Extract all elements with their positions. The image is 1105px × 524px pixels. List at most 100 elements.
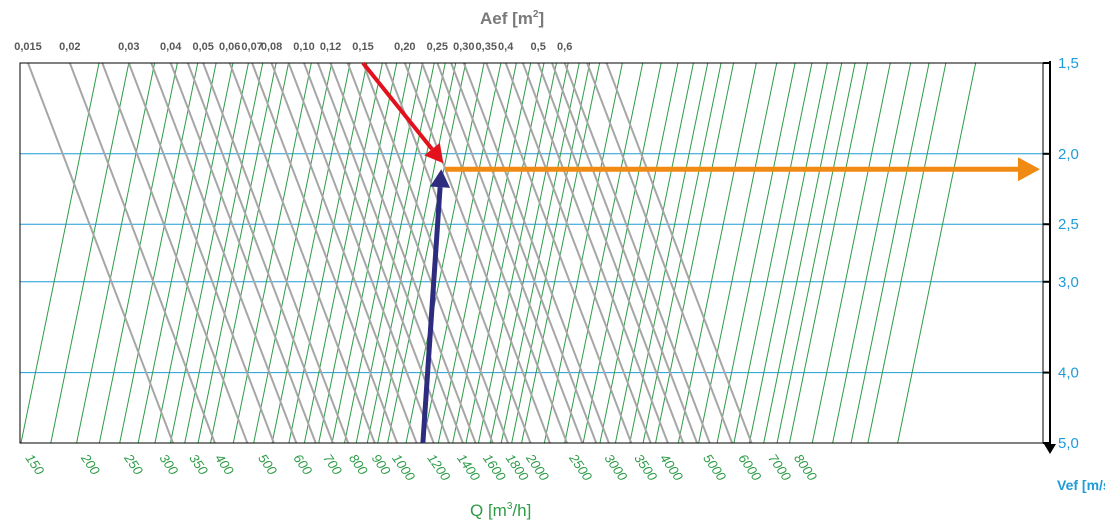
top-axis-tick-label: 0,30 [453, 41, 474, 53]
top-axis-tick-label: 0,12 [320, 41, 341, 53]
area-line [202, 63, 350, 443]
area-line [563, 63, 711, 443]
area-line [605, 63, 753, 443]
flow-line [850, 63, 930, 443]
flow-line [452, 63, 532, 443]
right-axis-tick-label: 1,5 [1058, 55, 1079, 72]
bottom-axis-title: Q [m3/h] [470, 501, 531, 520]
flow-line [137, 63, 217, 443]
flow-line [716, 63, 796, 443]
flow-line [154, 63, 234, 443]
area-line [450, 63, 598, 443]
top-axis-title-sup: 2 [533, 9, 539, 20]
area-arrowhead [424, 142, 444, 164]
flow-line [210, 63, 290, 443]
flow-line [500, 63, 580, 443]
flow-line [197, 63, 277, 443]
area-line [421, 63, 568, 443]
area-line [485, 63, 633, 443]
area-line [537, 63, 685, 443]
area-line [127, 63, 275, 443]
flow-line [232, 63, 312, 443]
top-axis-tick-label: 0,04 [160, 41, 182, 53]
bottom-axis-tick-label: 3000 [602, 451, 631, 484]
top-axis-tick-label: 0,25 [427, 41, 448, 53]
area-line [169, 63, 317, 443]
flow-line [98, 63, 178, 443]
flow-line [733, 63, 813, 443]
flow-line [76, 63, 156, 443]
flow-line [489, 63, 569, 443]
bottom-axis-tick-label: 1200 [424, 451, 453, 484]
bottom-axis-tick-label: 7000 [765, 451, 794, 484]
bottom-axis-tick-label: 300 [157, 451, 182, 478]
bottom-axis-tick-label: 6000 [735, 451, 764, 484]
bottom-axis-title-sup: 3 [507, 501, 513, 512]
area-arrow [361, 61, 434, 151]
flow-line [355, 63, 435, 443]
right-axis-tick-label: 2,0 [1058, 146, 1079, 163]
area-line [228, 63, 376, 443]
top-axis-title-end: ] [538, 9, 544, 28]
bottom-axis-title-end: /h] [512, 501, 531, 520]
top-axis-tick-label: 0,35 [476, 41, 497, 53]
top-axis-tick-label: 0,05 [192, 41, 213, 53]
right-axis-tick-label: 2,5 [1058, 216, 1079, 233]
flow-line [655, 63, 735, 443]
area-line [329, 63, 477, 443]
bottom-axis-tick-label: 500 [255, 451, 280, 478]
flow-line [677, 63, 757, 443]
right-axis-ticks: 1,5 2,0 2,5 3,0 4,0 5,0 [1043, 55, 1079, 452]
top-axis-tick-label: 0,02 [59, 41, 80, 53]
flow-line [564, 63, 644, 443]
top-axis-tick-label: 0,6 [557, 41, 572, 53]
flow-arrowhead [430, 169, 451, 188]
flow-line [253, 63, 333, 443]
top-axis-title: Aef [m2] [480, 9, 544, 28]
flow-line [811, 63, 891, 443]
bottom-axis-tick-label: 400 [212, 451, 237, 478]
flow-line [366, 63, 446, 443]
bottom-axis-tick-label: 150 [23, 451, 48, 478]
area-line [436, 63, 584, 443]
example-path [361, 61, 1040, 444]
top-axis-tick-label: 0,4 [498, 41, 514, 53]
area-lines [27, 63, 753, 443]
flow-line [271, 63, 351, 443]
flow-line [614, 63, 694, 443]
bottom-axis-tick-label: 250 [121, 450, 147, 478]
flow-line [599, 63, 679, 443]
plot-area [19, 62, 1044, 444]
flow-line [629, 63, 709, 443]
top-axis-tick-label: 0,08 [261, 41, 282, 53]
flow-arrow [420, 186, 443, 444]
area-line [586, 63, 734, 443]
bottom-axis-tick-label: 1600 [480, 451, 509, 484]
flow-line [832, 63, 912, 443]
flow-line [465, 63, 545, 443]
area-line [504, 63, 652, 443]
area-line [316, 63, 464, 443]
bottom-axis-tick-label: 350 [186, 451, 211, 478]
area-line [186, 63, 334, 443]
area-line [68, 63, 216, 443]
flow-line [119, 63, 199, 443]
bottom-axis-tick-label: 1400 [454, 451, 483, 484]
right-axis-tick-label: 4,0 [1058, 365, 1079, 382]
area-line [270, 63, 418, 443]
flow-line [776, 63, 856, 443]
flow-line [405, 63, 485, 443]
area-line [403, 63, 551, 443]
flow-line [521, 63, 601, 443]
flow-line [20, 63, 100, 443]
area-line [346, 63, 494, 443]
area-line [27, 63, 174, 443]
area-line [101, 63, 249, 443]
right-axis: 1,5 2,0 2,5 3,0 4,0 5,0 Vef [m/s] [1043, 55, 1105, 493]
top-axis-tick-label: 0,10 [293, 41, 314, 53]
bottom-axis-title-main: Q [m [470, 501, 507, 520]
area-line [251, 63, 399, 443]
flow-line [387, 63, 467, 443]
